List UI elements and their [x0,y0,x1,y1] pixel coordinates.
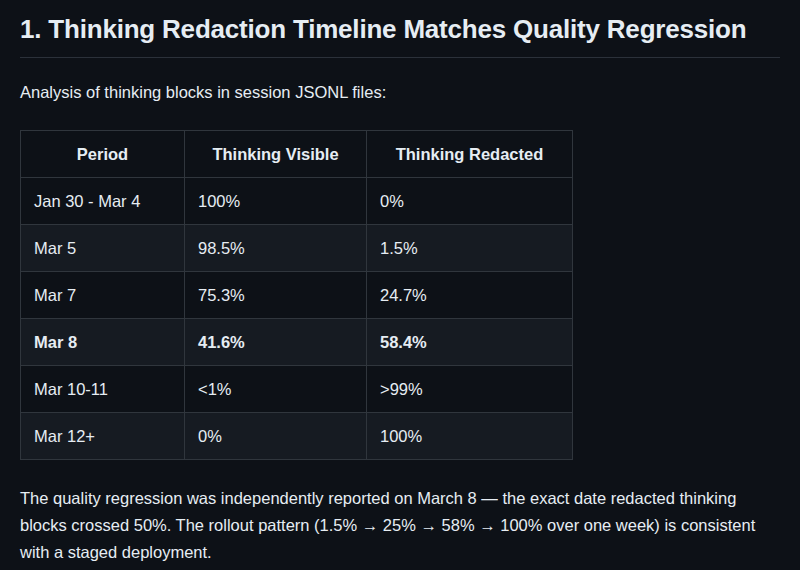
thinking-redacted-cell: 100% [367,412,573,459]
table-row: Mar 5 98.5% 1.5% [21,224,573,271]
thinking-redacted-cell: 58.4% [367,318,573,365]
column-header-thinking-visible: Thinking Visible [185,130,367,177]
table-body: Jan 30 - Mar 4 100% 0% Mar 5 98.5% 1.5% … [21,177,573,459]
table-row: Mar 7 75.3% 24.7% [21,271,573,318]
intro-paragraph: Analysis of thinking blocks in session J… [20,82,780,103]
column-header-thinking-redacted: Thinking Redacted [367,130,573,177]
thinking-visible-cell: 75.3% [185,271,367,318]
period-cell: Mar 10-11 [21,365,185,412]
thinking-visible-cell: 41.6% [185,318,367,365]
thinking-redacted-cell: 1.5% [367,224,573,271]
period-cell: Mar 8 [21,318,185,365]
column-header-period: Period [21,130,185,177]
table-row: Mar 12+ 0% 100% [21,412,573,459]
table-row: Mar 10-11 <1% >99% [21,365,573,412]
thinking-visible-cell: <1% [185,365,367,412]
thinking-redacted-cell: 0% [367,177,573,224]
thinking-visible-cell: 98.5% [185,224,367,271]
period-cell: Mar 5 [21,224,185,271]
markdown-document: 1. Thinking Redaction Timeline Matches Q… [20,13,780,566]
redaction-timeline-table: Period Thinking Visible Thinking Redacte… [20,130,573,460]
period-cell: Mar 7 [21,271,185,318]
thinking-visible-cell: 0% [185,412,367,459]
table-header-row: Period Thinking Visible Thinking Redacte… [21,130,573,177]
thinking-visible-cell: 100% [185,177,367,224]
thinking-redacted-cell: >99% [367,365,573,412]
summary-paragraph: The quality regression was independently… [20,485,780,566]
page-title: 1. Thinking Redaction Timeline Matches Q… [20,13,780,58]
period-cell: Mar 12+ [21,412,185,459]
period-cell: Jan 30 - Mar 4 [21,177,185,224]
table-row: Mar 8 41.6% 58.4% [21,318,573,365]
thinking-redacted-cell: 24.7% [367,271,573,318]
table-row: Jan 30 - Mar 4 100% 0% [21,177,573,224]
